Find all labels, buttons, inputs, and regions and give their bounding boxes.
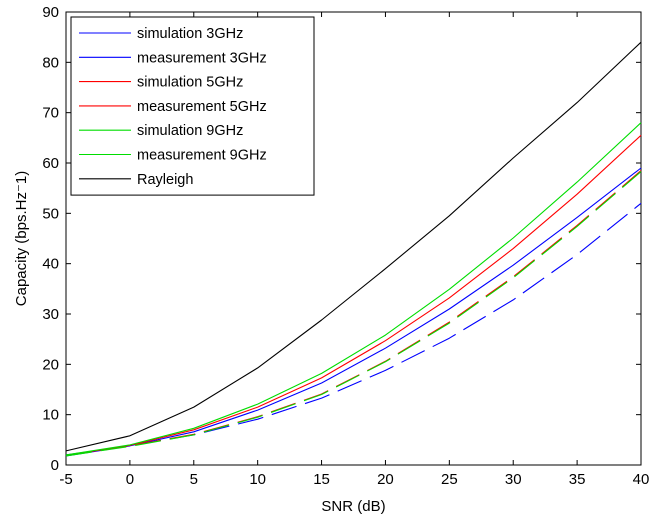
y-tick-label: 0 xyxy=(51,457,59,474)
legend-label: simulation 9GHz xyxy=(137,123,243,139)
x-tick-label: 0 xyxy=(126,471,134,488)
x-axis-label: SNR (dB) xyxy=(321,498,385,515)
y-tick-label: 80 xyxy=(42,54,59,71)
y-tick-label: 90 xyxy=(42,4,59,21)
legend-label: simulation 5GHz xyxy=(137,75,243,91)
series-line-6 xyxy=(65,41,642,452)
x-tick-label: 10 xyxy=(249,471,266,488)
legend-label: measurement 9GHz xyxy=(137,148,267,164)
series-line-3 xyxy=(65,134,642,456)
legend-label: measurement 5GHz xyxy=(137,99,267,115)
x-tick-label: -5 xyxy=(59,471,72,488)
y-axis: 0 10 20 30 40 50 60 70 80 90 xyxy=(42,4,641,474)
series-line-4 xyxy=(65,171,642,457)
x-tick-label: 15 xyxy=(313,471,330,488)
series-line-5 xyxy=(65,122,642,456)
legend-label: Rayleigh xyxy=(137,172,193,188)
y-tick-label: 30 xyxy=(42,306,59,323)
x-tick-label: 30 xyxy=(505,471,522,488)
series-layer xyxy=(65,41,642,457)
x-tick-label: 25 xyxy=(441,471,458,488)
series-line-1 xyxy=(65,167,642,457)
x-tick-label: 40 xyxy=(633,471,650,488)
x-tick-label: 20 xyxy=(377,471,394,488)
y-tick-label: 20 xyxy=(42,356,59,373)
legend-label: measurement 3GHz xyxy=(137,50,267,66)
legend-entries: simulation 3GHz measurement 3GHz simulatio… xyxy=(79,26,267,188)
y-tick-label: 60 xyxy=(42,155,59,172)
legend: simulation 3GHz measurement 3GHz simulatio… xyxy=(70,16,315,196)
y-tick-label: 40 xyxy=(42,256,59,273)
y-axis-label: Capacity (bps.Hz⁻1) xyxy=(13,171,30,306)
y-tick-label: 10 xyxy=(42,407,59,424)
x-axis: -5 0 5 10 15 20 25 30 35 40 xyxy=(59,12,649,488)
y-tick-label: 70 xyxy=(42,105,59,122)
x-tick-label: 35 xyxy=(569,471,586,488)
legend-label: simulation 3GHz xyxy=(137,26,243,42)
series-line-0 xyxy=(65,202,642,456)
x-tick-label: 5 xyxy=(190,471,198,488)
y-tick-label: 50 xyxy=(42,205,59,222)
